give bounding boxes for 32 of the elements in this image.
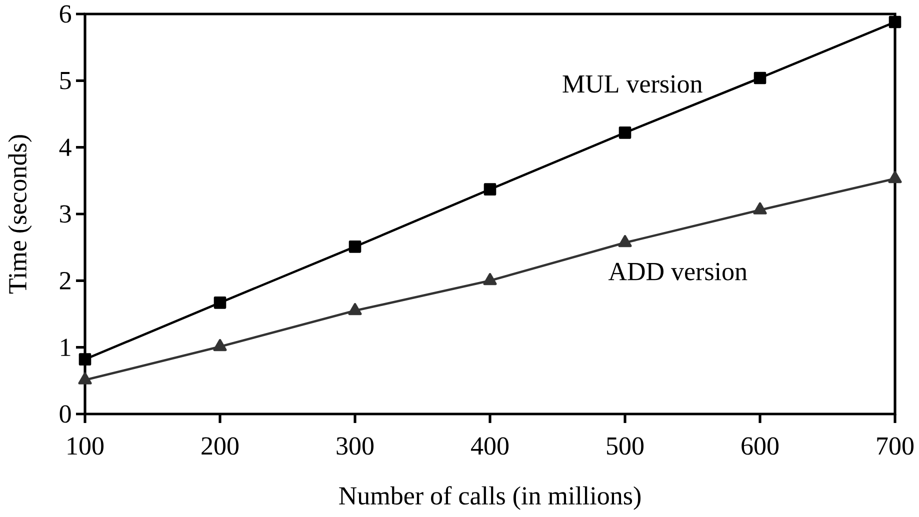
point (348, 240, 362, 253)
point (213, 339, 227, 352)
y-tick-label: 2 (60, 272, 70, 290)
y-axis-title: Time (seconds) (8, 135, 32, 294)
series-label: MUL version (562, 75, 702, 93)
x-tick-label: 400 (471, 437, 509, 455)
point (348, 303, 362, 316)
point (888, 16, 902, 28)
point (484, 183, 496, 196)
series-label: ADD version (608, 262, 748, 280)
point (214, 296, 226, 309)
x-tick-label: 500 (607, 437, 644, 455)
x-tick-label: 300 (336, 437, 374, 455)
point (618, 126, 632, 139)
point (78, 372, 92, 384)
point (753, 202, 767, 214)
y-tick-label: 5 (60, 72, 71, 90)
point (888, 171, 902, 184)
x-tick-label: 700 (877, 437, 914, 455)
x-axis-title: Number of calls (in millions) (339, 486, 641, 510)
point (78, 353, 92, 366)
point (618, 235, 632, 248)
point (754, 72, 766, 84)
y-tick-label: 3 (60, 205, 71, 223)
y-tick-label: 4 (59, 138, 72, 156)
y-tick-label: 6 (60, 5, 72, 23)
y-tick-label: 1 (61, 338, 70, 356)
y-tick-label: 0 (60, 405, 71, 423)
x-tick-label: 600 (742, 437, 779, 455)
x-tick-label: 200 (202, 437, 239, 455)
point (483, 273, 497, 286)
x-tick-label: 100 (68, 437, 104, 455)
